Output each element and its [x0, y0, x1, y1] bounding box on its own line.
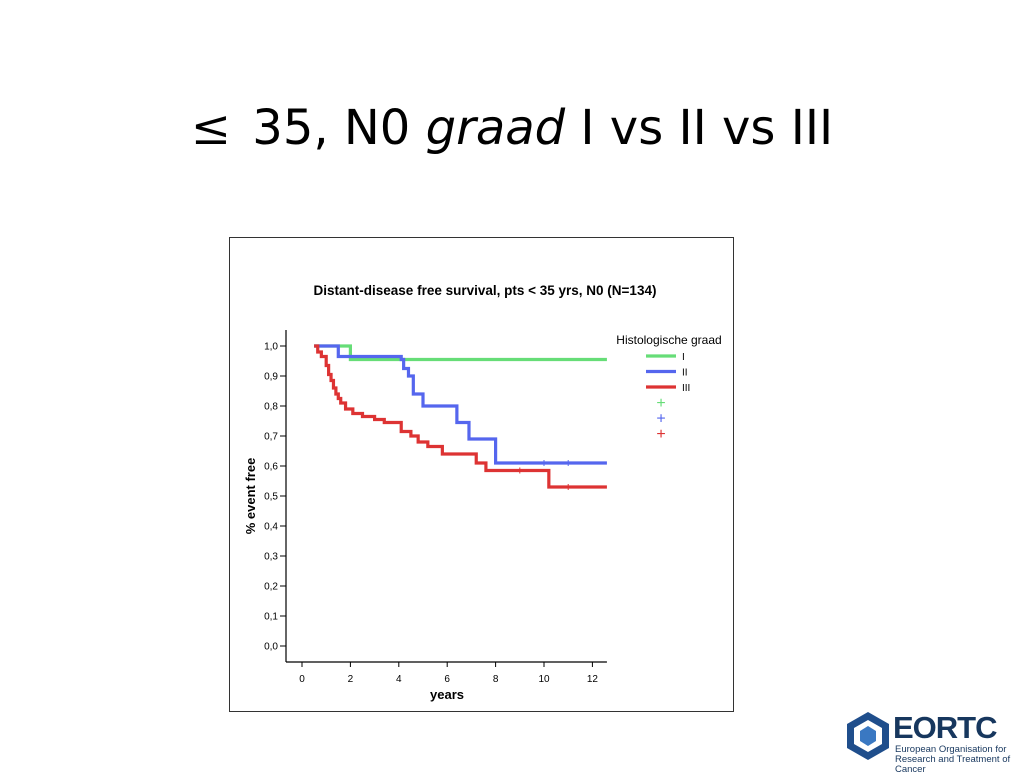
survival-chart: Distant-disease free survival, pts < 35 …: [243, 283, 722, 702]
y-tick-label: 0,2: [264, 582, 278, 593]
y-tick-label: 0,7: [264, 432, 278, 443]
legend-label-III: III: [682, 383, 690, 394]
y-tick-label: 0,0: [264, 642, 278, 653]
axes: 0,0 0,1 0,2 0,3 0,4 0,5 0,6 0,7 0,8 0,9 1,0 0 2 4 6 8 10…: [264, 330, 607, 685]
chart-title: Distant-disease free survival, pts < 35 …: [314, 283, 657, 298]
legend-label-II: II: [682, 368, 688, 379]
x-tick-label: 10: [538, 674, 550, 685]
x-tick-label: 4: [396, 674, 402, 685]
x-tick-label: 8: [493, 674, 499, 685]
y-tick-label: 0,4: [264, 522, 278, 533]
legend-censor-II: +: [656, 411, 665, 428]
y-tick-label: 0,1: [264, 612, 278, 623]
logo-wordmark: EORTC: [893, 710, 997, 745]
legend-label-I: I: [682, 352, 685, 363]
legend-censor-I: +: [656, 395, 665, 412]
title-rest: I vs II vs III: [565, 100, 834, 156]
y-tick-label: 0,8: [264, 402, 278, 413]
eortc-logo: EORTC European Organisation for Research…: [843, 708, 1023, 775]
title-main: 35, N0: [237, 100, 426, 156]
x-axis-label: years: [430, 687, 464, 702]
y-tick-label: 0,3: [264, 552, 278, 563]
x-tick-label: 0: [299, 674, 305, 685]
series-layer: [314, 344, 607, 490]
y-tick-label: 0,6: [264, 462, 278, 473]
title-symbol: ≤: [190, 100, 232, 156]
y-tick-label: 0,9: [264, 372, 278, 383]
y-axis-label: % event free: [243, 458, 258, 535]
y-tick-label: 0,5: [264, 492, 278, 503]
title-italic: graad: [425, 100, 566, 156]
series-line-III: [314, 344, 607, 489]
series-line-II: [314, 344, 607, 465]
logo-subtitle: European Organisation for Research and T…: [895, 744, 1011, 775]
legend-censor-III: +: [656, 426, 665, 443]
legend-title: Histologische graad: [616, 333, 721, 347]
x-tick-label: 12: [587, 674, 599, 685]
x-tick-label: 2: [348, 674, 354, 685]
x-tick-label: 6: [444, 674, 450, 685]
y-tick-label: 1,0: [264, 342, 278, 353]
chart-frame: Distant-disease free survival, pts < 35 …: [229, 237, 734, 712]
slide-title: ≤ 35, N0 graad I vs II vs III: [0, 100, 1024, 156]
eortc-emblem-icon: [847, 712, 889, 760]
